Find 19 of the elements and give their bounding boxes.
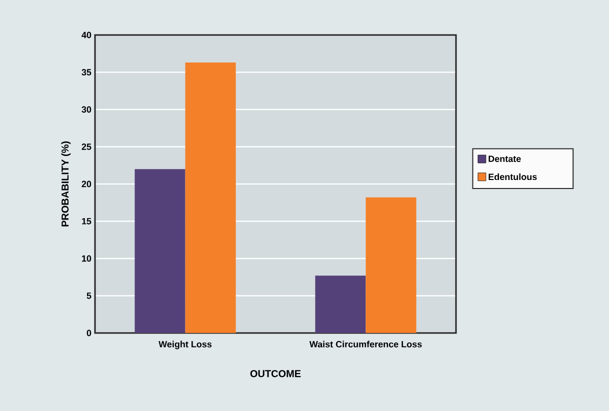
bar — [366, 197, 416, 333]
legend-label: Dentate — [488, 156, 521, 162]
x-tick-label: Weight Loss — [158, 340, 212, 350]
x-axis-title: OUTCOME — [250, 370, 301, 378]
y-tick-label: 25 — [82, 144, 92, 150]
bar — [315, 276, 366, 333]
x-tick-label: Waist Circumference Loss — [309, 340, 422, 348]
y-tick-label: 40 — [82, 32, 92, 38]
y-tick-label: 20 — [82, 180, 92, 188]
y-tick-label: 15 — [82, 218, 92, 224]
y-tick-label: 30 — [82, 106, 92, 113]
y-tick-label: 10 — [82, 255, 92, 262]
bar — [185, 62, 236, 333]
y-tick-label: 5 — [86, 292, 92, 299]
legend-label: Edentulous — [488, 173, 537, 180]
y-tick-label: 0 — [86, 330, 92, 336]
y-tick-label: 35 — [82, 69, 92, 76]
bar — [134, 169, 186, 333]
y-axis-title: PROBABILITY (%) — [61, 141, 71, 226]
